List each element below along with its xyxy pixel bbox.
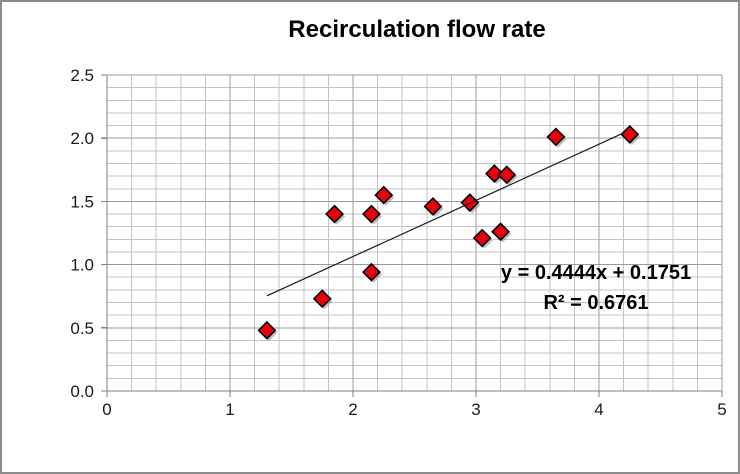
tick-labels: 0 1 2 3 4 5 0.0 0.5 1.0 1.5 2.0 2.5 bbox=[70, 66, 726, 419]
x-tick-label: 2 bbox=[348, 400, 357, 419]
data-points bbox=[257, 124, 641, 342]
x-tick-label: 5 bbox=[717, 400, 726, 419]
chart-title: Recirculation flow rate bbox=[288, 16, 546, 43]
data-point-marker bbox=[485, 164, 504, 184]
data-point-marker bbox=[312, 289, 332, 309]
y-tick-label: 2.0 bbox=[70, 129, 94, 148]
data-point-marker bbox=[491, 222, 511, 242]
data-point-marker bbox=[620, 124, 640, 144]
major-gridlines bbox=[106, 74, 723, 392]
trendline bbox=[266, 132, 624, 297]
data-point-marker bbox=[362, 262, 381, 282]
axes bbox=[101, 74, 723, 397]
x-tick-label: 0 bbox=[102, 400, 111, 419]
x-tick-label: 3 bbox=[471, 400, 480, 419]
data-point-marker bbox=[546, 127, 566, 147]
x-tick-label: 1 bbox=[225, 400, 234, 419]
data-point-marker bbox=[497, 165, 517, 185]
minor-gridlines bbox=[107, 75, 722, 391]
data-point-marker bbox=[374, 185, 394, 205]
x-tick-label: 4 bbox=[594, 400, 603, 419]
data-point-marker bbox=[472, 228, 492, 248]
y-tick-label: 1.0 bbox=[70, 256, 94, 275]
y-tick-label: 1.5 bbox=[70, 192, 94, 211]
trendline-r-squared-text: R² = 0.6761 bbox=[543, 292, 649, 314]
y-tick-label: 0.5 bbox=[70, 319, 94, 338]
data-point-marker bbox=[257, 320, 277, 340]
data-point-marker bbox=[362, 204, 381, 224]
y-tick-label: 2.5 bbox=[70, 66, 94, 85]
trendline-equation-text: y = 0.4444x + 0.1751 bbox=[500, 262, 692, 284]
data-point-marker bbox=[325, 204, 344, 224]
trendline-annotation: y = 0.4444x + 0.1751 R² = 0.6761 bbox=[446, 258, 738, 318]
trendline-group bbox=[266, 132, 624, 297]
data-point-marker bbox=[423, 197, 443, 216]
y-tick-label: 0.0 bbox=[70, 382, 94, 401]
